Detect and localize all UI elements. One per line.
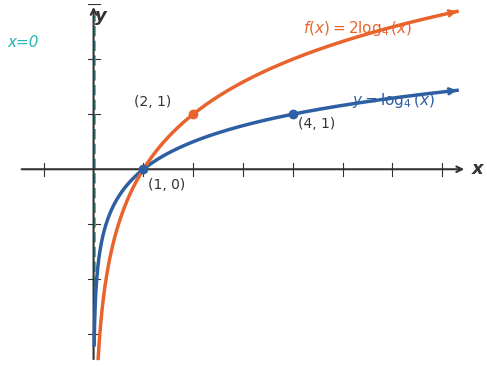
Text: $f(x) = 2\log_4(x)$: $f(x) = 2\log_4(x)$: [303, 19, 412, 38]
Text: (4, 1): (4, 1): [298, 117, 335, 131]
Text: $y = \log_4(x)$: $y = \log_4(x)$: [353, 91, 435, 110]
Text: (1, 0): (1, 0): [149, 178, 186, 191]
Text: x: x: [472, 160, 484, 178]
Text: y: y: [95, 7, 107, 25]
Text: (2, 1): (2, 1): [133, 95, 171, 109]
Text: x=0: x=0: [7, 35, 39, 50]
